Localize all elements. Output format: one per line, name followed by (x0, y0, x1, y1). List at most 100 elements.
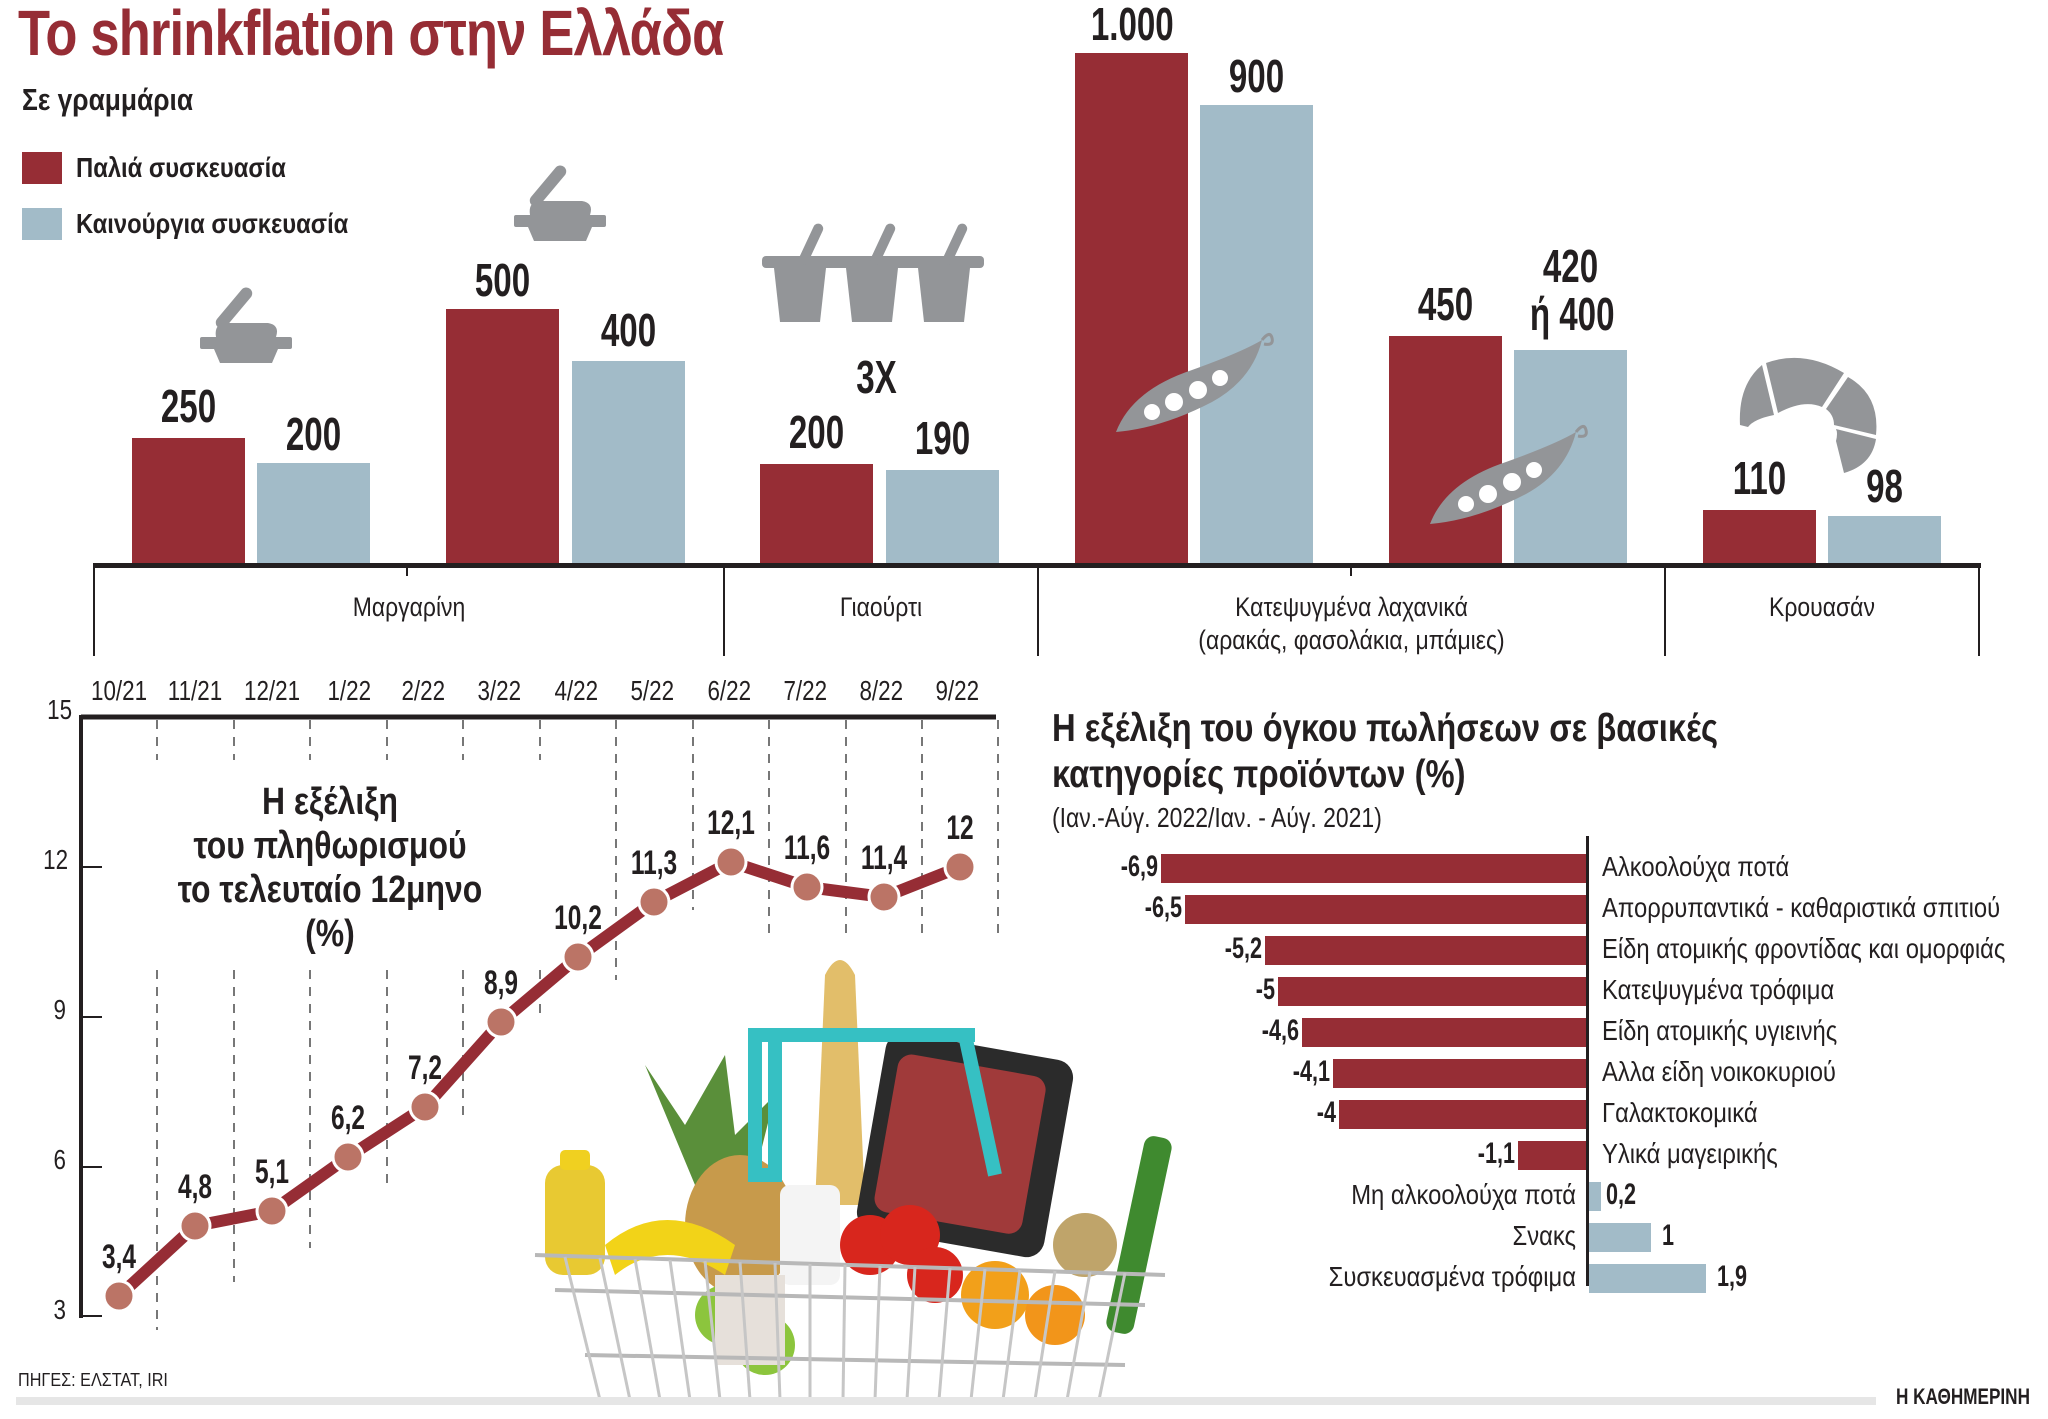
month-label: 10/21 (91, 675, 148, 706)
legend-old-package: Παλιά συσκευασία (22, 152, 323, 184)
month-label: 3/22 (477, 675, 522, 706)
point-label: 12,1 (707, 804, 755, 842)
pair-tick (406, 566, 408, 576)
point-label: 10,2 (554, 899, 602, 937)
category-divider (723, 566, 725, 656)
category-divider (1664, 566, 1666, 656)
hbar-value: -6,9 (1120, 850, 1158, 883)
hbar-category-label: Είδη ατομικής υγιεινής (1602, 1015, 1838, 1046)
point-label: 8,9 (483, 964, 519, 1002)
category-divider (1037, 566, 1039, 656)
bar-margarine-2-new (572, 361, 685, 565)
point-label: 4,8 (177, 1168, 213, 1206)
legend-new-package: Καινούργια συσκευασία (22, 208, 396, 240)
category-label-margarine: Μαργαρίνη (352, 592, 466, 622)
shopping-basket-illustration (534, 960, 1172, 1401)
hbar-category-label: Είδη ατομικής φροντίδας και ομορφιάς (1602, 933, 2006, 964)
hbar-category-label: Αλλα είδη νοικοκυριού (1602, 1056, 1836, 1087)
y-tick-label: 9 (53, 994, 67, 1025)
hbar-title-line1: Η εξέλιξη του όγκου πωλήσεων σε βασικές (1052, 707, 1719, 750)
category-divider (1978, 566, 1980, 656)
line-chart-title-line: Η εξέλιξη (261, 781, 399, 823)
month-label: 12/21 (244, 675, 301, 706)
line-plot-area (79, 714, 999, 1330)
value-label: 500 (474, 254, 531, 306)
yogurt-icon (762, 223, 984, 322)
hbar-value: 1,9 (1717, 1260, 1748, 1293)
hbar-subtitle: (Ιαν.-Αύγ. 2022/Ιαν. - Αύγ. 2021) (1052, 802, 1382, 833)
hbar-snacks (1589, 1223, 1651, 1252)
line-chart-title: Η εξέλιξη του πληθωρισμού το τελευταίο 1… (130, 780, 530, 956)
y-tick-label: 3 (53, 1294, 67, 1325)
line-chart-title-line: (%) (305, 913, 355, 955)
hbar-cooking-ingredients (1518, 1141, 1586, 1170)
hbar-value: -4,6 (1261, 1014, 1299, 1047)
hbar-value: -5,2 (1224, 932, 1262, 965)
category-label-yogurt: Γιαούρτι (839, 592, 923, 622)
hbar-category-label: Κατεψυγμένα τρόφιμα (1602, 974, 1835, 1005)
croissant-icon (1739, 357, 1877, 473)
month-label: 1/22 (327, 675, 372, 706)
hbar-value: -4,1 (1292, 1055, 1330, 1088)
hbar-value: 1 (1662, 1219, 1675, 1252)
line-chart-title-line: του πληθωρισμού (193, 825, 467, 867)
hbar-category-label: Συσκευασμένα τρόφιμα (1328, 1261, 1576, 1292)
legend-label-new: Καινούργια συσκευασία (76, 208, 349, 239)
hbar-value: -6,5 (1144, 891, 1182, 924)
hbar-packaged-food (1589, 1264, 1706, 1293)
value-label: 200 (285, 408, 342, 460)
bar-chart-baseline (93, 563, 1981, 568)
bar-frozen-veg-2-old (1389, 336, 1502, 565)
point-label: 11,6 (783, 829, 831, 867)
bar-frozen-veg-1-old (1075, 53, 1188, 565)
hbar-category-label: Αλκοολούχα ποτά (1602, 851, 1790, 882)
category-label-frozen-veg: Κατεψυγμένα λαχανικά (1235, 592, 1468, 622)
month-label: 6/22 (707, 675, 752, 706)
hbar-value: -1,1 (1477, 1137, 1515, 1170)
hbar-personal-hygiene (1302, 1018, 1586, 1047)
hbar-detergents (1185, 895, 1586, 924)
value-label: 250 (160, 380, 217, 432)
point-label: 5,1 (254, 1153, 290, 1191)
value-label: 98 (1866, 460, 1903, 512)
bar-margarine-2-old (446, 309, 559, 565)
hbar-value: -5 (1255, 973, 1275, 1006)
bar-croissant-new (1828, 516, 1941, 565)
margarine-icon (200, 287, 292, 363)
hbar-category-label: Μη αλκοολούχα ποτά (1351, 1179, 1576, 1210)
hbar-category-label: Υλικά μαγειρικής (1602, 1138, 1778, 1169)
point-label: 12 (946, 809, 974, 847)
month-label: 8/22 (859, 675, 904, 706)
margarine-icon (514, 165, 606, 241)
month-label: 2/22 (401, 675, 446, 706)
point-label: 6,2 (330, 1099, 366, 1137)
hbar-category-label: Σνακς (1512, 1220, 1576, 1251)
category-sublabel-frozen-veg: (αρακάς, φασολάκια, μπάμιες) (1198, 625, 1505, 655)
legend-swatch-new (22, 208, 62, 240)
bar-croissant-old (1703, 510, 1816, 565)
bar-margarine-1-new (257, 463, 370, 565)
category-label-croissant: Κρουασάν (1769, 592, 1875, 622)
point-label: 11,3 (630, 844, 678, 882)
value-label: 900 (1228, 50, 1285, 102)
legend-label-old: Παλιά συσκευασία (76, 152, 286, 183)
pair-tick (1350, 566, 1352, 576)
legend-swatch-old (22, 152, 62, 184)
sources-note: ΠΗΓΕΣ: ΕΛΣΤΑΤ, IRI (18, 1370, 168, 1390)
yogurt-multipack-annotation: 3X (856, 351, 897, 403)
bar-frozen-veg-1-new (1200, 105, 1313, 565)
month-label: 11/21 (167, 675, 223, 706)
value-label: 200 (788, 406, 845, 458)
y-tick-label: 6 (53, 1144, 67, 1175)
hbar-soft-drinks (1589, 1182, 1601, 1211)
month-label: 9/22 (935, 675, 980, 706)
bar-yogurt-old (760, 464, 873, 565)
y-tick-label: 12 (43, 844, 69, 875)
value-label: 1.000 (1090, 0, 1174, 50)
hbar-value: -4 (1316, 1096, 1336, 1129)
hbar-category-label: Γαλακτοκομικά (1602, 1097, 1758, 1128)
hbar-title-line2: κατηγορίες προϊόντων (%) (1052, 753, 1466, 796)
value-label: 190 (914, 412, 971, 464)
hbar-other-household (1333, 1059, 1586, 1088)
pea-pod-icon (1430, 425, 1588, 524)
